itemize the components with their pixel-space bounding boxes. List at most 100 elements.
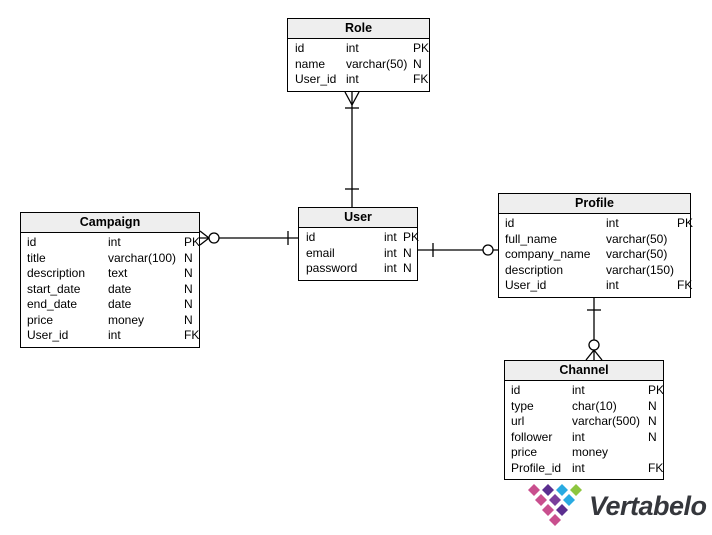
- column-type: char(10): [572, 398, 617, 413]
- column-row: id int PK: [505, 383, 665, 399]
- column-type: int: [346, 72, 359, 86]
- column-row: description text N: [21, 266, 199, 282]
- column-name: id: [306, 230, 316, 244]
- column-type: money: [572, 445, 609, 459]
- column-flag: PK: [648, 383, 665, 397]
- column-flag: PK: [184, 235, 201, 249]
- column-flag: N: [413, 56, 422, 71]
- logo-diamond-mosaic: [528, 484, 582, 526]
- relationship-line-user-campaign[interactable]: [199, 230, 298, 246]
- entity-table-profile[interactable]: Profile id int PK full_name varchar(50) compa…: [498, 193, 694, 298]
- column-flag: PK: [403, 230, 420, 244]
- column-name: id: [505, 216, 515, 230]
- column-row: company_name varchar(50): [499, 247, 690, 263]
- column-type: varchar(50): [606, 247, 668, 261]
- column-type: int: [606, 278, 619, 292]
- column-type: int: [572, 429, 585, 444]
- column-flag: N: [648, 414, 657, 428]
- column-type: varchar(50): [346, 56, 408, 71]
- column-type: int: [606, 216, 619, 230]
- column-type: varchar(150): [606, 262, 675, 277]
- column-flag: N: [184, 281, 193, 296]
- column-flag: FK: [648, 460, 664, 475]
- column-name: end_date: [27, 297, 78, 311]
- column-type: money: [108, 312, 145, 327]
- relationship-line-user-profile[interactable]: [418, 243, 498, 257]
- column-row: type char(10) N: [505, 399, 663, 415]
- column-name: id: [295, 41, 305, 55]
- column-row: description varchar(150): [499, 263, 690, 279]
- column-flag: FK: [184, 328, 200, 342]
- column-flag: FK: [677, 278, 693, 292]
- vertabelo-logo-text: Vertabelo: [589, 491, 707, 521]
- column-name: title: [27, 250, 46, 265]
- table-title: Role: [288, 19, 429, 39]
- table-title: Profile: [499, 194, 690, 214]
- column-row: User_id int FK: [288, 72, 429, 88]
- column-row: id int PK: [499, 216, 694, 232]
- column-row: price money N: [21, 313, 199, 329]
- column-flag: FK: [413, 72, 429, 86]
- column-flag: PK: [677, 216, 694, 230]
- column-name: Profile_id: [511, 460, 562, 475]
- column-type: varchar(500): [572, 414, 641, 428]
- column-name: id: [27, 235, 37, 249]
- column-flag: PK: [413, 41, 430, 55]
- column-row: password int N: [299, 261, 417, 277]
- vertabelo-logo-icon: [528, 484, 582, 526]
- column-flag: N: [648, 398, 657, 413]
- table-title: Campaign: [21, 213, 199, 233]
- column-type: int: [108, 328, 121, 342]
- column-row: full_name varchar(50): [499, 232, 690, 248]
- column-row: id int PK: [288, 41, 429, 57]
- column-row: price money: [505, 445, 663, 461]
- column-type: int: [572, 383, 585, 397]
- relationship-line-profile-channel[interactable]: [585, 296, 603, 361]
- table-title: Channel: [505, 361, 663, 381]
- column-row: title varchar(100) N: [21, 251, 199, 267]
- column-flag: N: [648, 429, 657, 444]
- column-name: name: [295, 56, 326, 71]
- column-row: url varchar(500) N: [505, 414, 663, 430]
- column-name: full_name: [505, 231, 558, 246]
- column-name: User_id: [505, 278, 547, 292]
- column-name: description: [505, 262, 564, 277]
- column-row: id int PK: [299, 230, 420, 246]
- column-row: start_date date N: [21, 282, 199, 298]
- column-name: price: [27, 312, 54, 327]
- vertabelo-logo: Vertabelo: [527, 483, 707, 529]
- column-type: date: [108, 297, 132, 311]
- column-type: varchar(100): [108, 250, 177, 265]
- entity-table-role[interactable]: Role id int PK name varchar(50) N User_id int FK: [287, 18, 430, 92]
- column-name: User_id: [295, 72, 337, 86]
- column-name: id: [511, 383, 521, 397]
- column-row: email int N: [299, 246, 417, 262]
- column-type: date: [108, 281, 132, 296]
- column-name: company_name: [505, 247, 591, 261]
- column-type: int: [572, 460, 585, 475]
- column-row: Profile_id int FK: [505, 461, 663, 477]
- column-name: follower: [511, 429, 553, 444]
- column-name: description: [27, 266, 86, 280]
- column-row: id int PK: [21, 235, 201, 251]
- column-flag: N: [403, 245, 412, 260]
- column-name: password: [306, 261, 358, 275]
- column-row: end_date date N: [21, 297, 199, 313]
- relationship-line-user-role[interactable]: [344, 91, 360, 208]
- column-name: type: [511, 398, 534, 413]
- column-type: int: [384, 245, 397, 260]
- column-name: start_date: [27, 281, 81, 296]
- column-type: int: [346, 41, 359, 55]
- table-columns: id int PK full_name varchar(50) company_name v…: [499, 214, 694, 297]
- column-flag: N: [184, 312, 193, 327]
- column-row: User_id int FK: [21, 328, 199, 344]
- column-name: url: [511, 414, 525, 428]
- column-row: name varchar(50) N: [288, 57, 429, 73]
